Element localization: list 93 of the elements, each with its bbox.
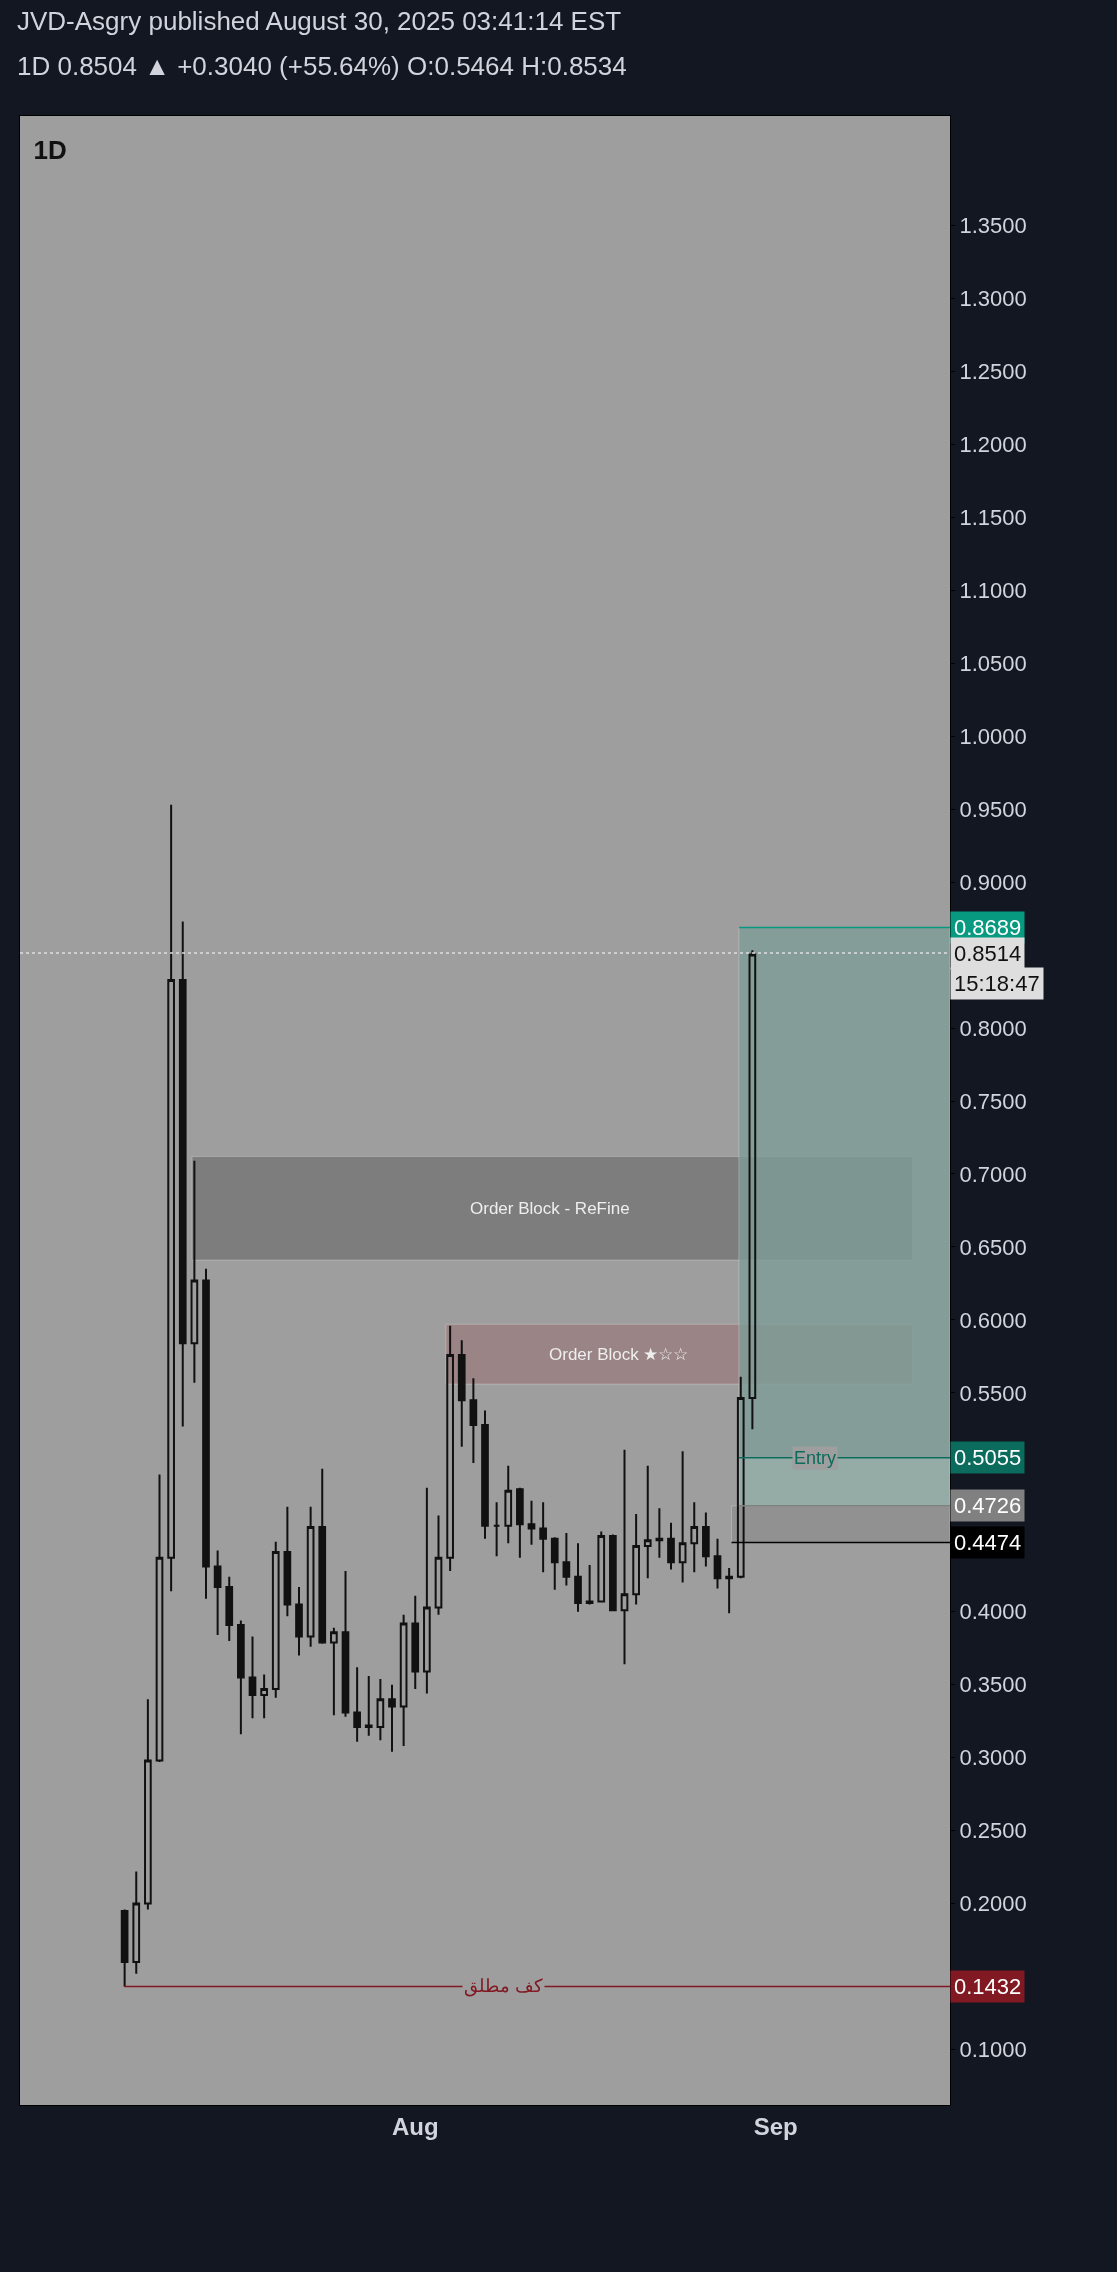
candlestick	[423, 1486, 431, 1695]
candlestick	[550, 1536, 559, 1591]
candlestick	[225, 1575, 234, 1642]
candlestick	[667, 1521, 675, 1571]
annotation: Entry	[794, 1448, 837, 1468]
candlestick	[144, 1698, 152, 1911]
y-tick-label: 0.6500	[959, 1234, 1027, 1260]
candlestick	[388, 1683, 396, 1753]
candlestick	[585, 1564, 594, 1606]
y-tick-label: 0.2000	[959, 1891, 1027, 1917]
candlestick	[248, 1635, 257, 1720]
candlestick	[469, 1377, 478, 1464]
y-tick-label: 0.7000	[959, 1161, 1027, 1187]
candlestick	[516, 1486, 524, 1559]
y-tick-label: 0.9000	[959, 869, 1027, 895]
candlestick	[643, 1464, 652, 1580]
y-tick-label: 0.1000	[959, 2037, 1027, 2063]
candlestick	[713, 1537, 722, 1590]
candlestick	[736, 1375, 745, 1580]
candlestick	[748, 949, 757, 1431]
text: JVD-Asgry published August 30, 2025 03:41:14 EST	[17, 6, 622, 36]
y-tick-label: 0.3000	[959, 1745, 1027, 1771]
candlestick	[178, 920, 187, 1428]
ref-line-label: 0.5055	[954, 1445, 1022, 1470]
candlestick	[481, 1409, 489, 1540]
candlestick	[457, 1339, 466, 1448]
candlestick	[434, 1514, 443, 1616]
candlestick	[562, 1531, 571, 1587]
candlestick	[574, 1542, 582, 1613]
candlestick	[446, 1324, 454, 1572]
candlestick	[190, 1159, 199, 1384]
candlestick	[167, 803, 175, 1593]
candlestick	[260, 1673, 268, 1720]
y-tick-label: 1.3000	[959, 286, 1027, 312]
text: 1D	[33, 135, 67, 166]
candlestick	[341, 1569, 350, 1718]
y-tick-label: 0.5500	[959, 1380, 1027, 1406]
annotation: كف مطلق	[464, 1976, 544, 1997]
candlestick	[655, 1507, 664, 1559]
candlestick	[527, 1499, 536, 1546]
candlestick	[237, 1619, 245, 1736]
candlestick	[492, 1501, 501, 1558]
y-tick-label: 0.2500	[959, 1818, 1027, 1844]
ref-line-label: 0.1432	[954, 1974, 1022, 1999]
ref-line-label: 0.4474	[954, 1530, 1022, 1555]
candlestick	[213, 1549, 222, 1637]
candlestick	[411, 1594, 420, 1691]
candlestick	[702, 1511, 710, 1568]
y-tick-label: 1.0000	[959, 723, 1027, 749]
y-tick-label: 1.1500	[959, 505, 1027, 530]
candlestick	[330, 1626, 338, 1717]
candlestick	[597, 1530, 606, 1603]
candlestick	[155, 1473, 164, 1764]
y-tick-label: 0.8000	[959, 1015, 1027, 1041]
candlestick	[353, 1666, 361, 1743]
ref-line-label: 0.4726	[954, 1493, 1022, 1518]
candlestick	[539, 1501, 547, 1574]
candlestick	[632, 1512, 640, 1606]
ref-line-label: 0.8689	[954, 915, 1022, 940]
band-label: Order Block - ReFine	[470, 1199, 630, 1218]
candlestick	[725, 1566, 733, 1615]
candlestick	[120, 1908, 129, 1988]
x-tick-label: Aug	[391, 2112, 439, 2140]
candlestick	[609, 1533, 617, 1612]
ref-line-label: 0.8514	[954, 941, 1022, 966]
candlestick	[132, 1870, 141, 1975]
candlestick	[620, 1448, 629, 1666]
candlestick	[376, 1677, 385, 1742]
candlestick	[504, 1464, 513, 1545]
y-tick-label: 0.6000	[959, 1307, 1027, 1333]
candlestick	[678, 1450, 687, 1584]
candlestick	[283, 1505, 292, 1618]
y-tick-label: 0.4000	[959, 1599, 1027, 1625]
y-tick-label: 0.3500	[959, 1672, 1027, 1698]
y-tick-label: 1.2500	[959, 359, 1027, 385]
band-label: Order Block ★☆☆	[549, 1345, 689, 1364]
candlestick	[271, 1540, 280, 1699]
candlestick	[318, 1467, 327, 1645]
y-tick-label: 1.1000	[959, 577, 1027, 603]
text: 1D 0.8504 ▲ +0.3040 (+55.64%) O:0.5464 H:0.8534	[17, 51, 627, 81]
y-tick-label: 0.7500	[959, 1088, 1027, 1114]
y-tick-label: 1.0500	[959, 650, 1027, 676]
x-tick-label: Sep	[753, 2112, 798, 2140]
y-tick-label: 1.2000	[959, 432, 1027, 458]
text: 15:18:47	[954, 971, 1040, 996]
y-tick-label: 0.9500	[959, 796, 1027, 822]
candlestick	[690, 1501, 699, 1574]
candlestick	[306, 1505, 315, 1648]
candlestick	[364, 1674, 373, 1737]
candlestick	[295, 1585, 303, 1657]
candlestick	[399, 1613, 408, 1748]
candlestick	[202, 1267, 210, 1600]
y-tick-label: 1.3500	[959, 213, 1027, 239]
